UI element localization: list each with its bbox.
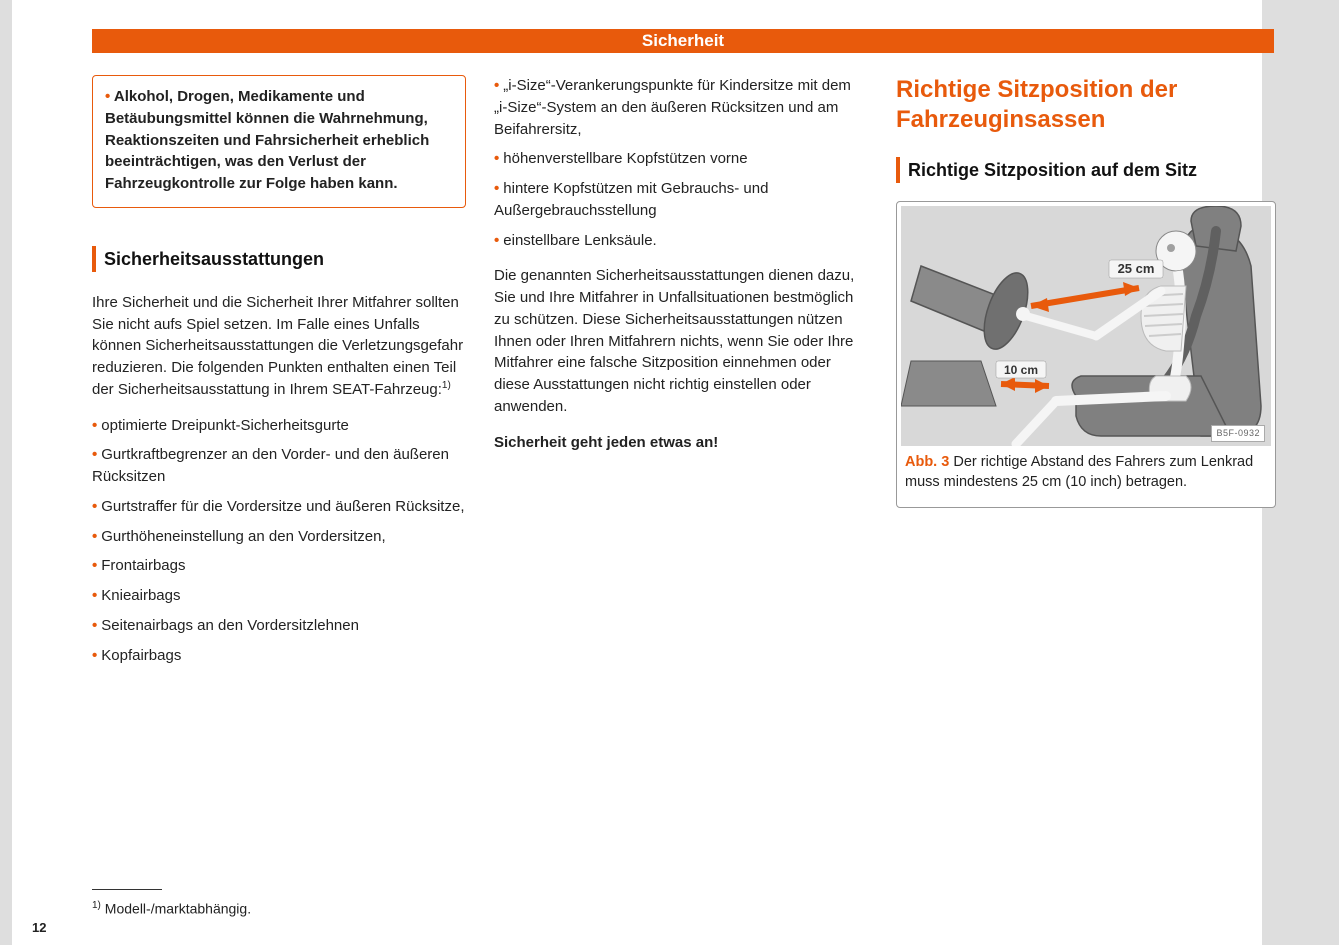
list-item: •höhenverstellbare Kopfstützen vorne	[494, 148, 868, 170]
figure-caption: Abb. 3 Der richtige Abstand des Fahrers …	[901, 446, 1271, 503]
bullet-icon: •	[92, 528, 97, 545]
column-1: • Alkohol, Drogen, Medikamente und Betäu…	[92, 75, 466, 680]
content-columns: • Alkohol, Drogen, Medikamente und Betäu…	[92, 75, 1276, 680]
list-item: •optimierte Dreipunkt-Sicherheitsgurte	[92, 415, 466, 437]
page-number: 12	[32, 920, 46, 935]
figure-image: 25 cm 10 cm B5F-0932	[901, 206, 1271, 446]
list-item: •Gurtkraftbegrenzer an den Vorder- und d…	[92, 444, 466, 488]
bullet-icon: •	[92, 587, 97, 604]
warning-box: • Alkohol, Drogen, Medikamente und Betäu…	[92, 75, 466, 208]
list-item: •einstellbare Lenksäule.	[494, 230, 868, 252]
footnote-text: Modell-/marktabhängig.	[101, 901, 251, 917]
list-text: „i-Size“-Verankerungspunkte für Kindersi…	[494, 77, 851, 138]
list-text: Knieairbags	[101, 587, 180, 604]
list-item: •Frontairbags	[92, 555, 466, 577]
list-item: •Kopfairbags	[92, 645, 466, 667]
list-item: •„i-Size“-Verankerungspunkte für Kinders…	[494, 75, 868, 140]
list-text: Frontairbags	[101, 557, 185, 574]
figure-number: Abb. 3	[905, 454, 949, 470]
list-text: Seitenairbags an den Vordersitzlehnen	[101, 617, 359, 634]
footnote-marker: 1)	[92, 900, 101, 911]
list-item: •Gurthöheneinstellung an den Vordersitze…	[92, 526, 466, 548]
column-3: Richtige Sitzposition der Fahrzeuginsass…	[896, 75, 1276, 680]
bullet-icon: •	[92, 498, 97, 515]
safety-list-1: •optimierte Dreipunkt-Sicherheitsgurte •…	[92, 415, 466, 667]
list-item: •Gurtstraffer für die Vordersitze und äu…	[92, 496, 466, 518]
intro-text: Ihre Sicherheit und die Sicherheit Ihrer…	[92, 294, 463, 398]
bullet-icon: •	[105, 88, 110, 105]
page-header: Sicherheit	[92, 29, 1274, 53]
list-text: höhenverstellbare Kopfstützen vorne	[503, 150, 747, 167]
safety-list-2: •„i-Size“-Verankerungspunkte für Kinders…	[494, 75, 868, 251]
footnote-ref: 1)	[442, 380, 451, 391]
section-title-safety-equipment: Sicherheitsausstattungen	[92, 246, 466, 272]
list-text: hintere Kopfstützen mit Gebrauchs- und A…	[494, 180, 768, 219]
list-text: optimierte Dreipunkt-Sicherheitsgurte	[101, 417, 349, 434]
figure-box: 25 cm 10 cm B5F-0932 Abb. 3 Der ric	[896, 201, 1276, 508]
bullet-icon: •	[92, 647, 97, 664]
list-text: Gurthöheneinstellung an den Vordersitzen…	[101, 528, 385, 545]
bullet-icon: •	[92, 617, 97, 634]
bold-statement: Sicherheit geht jeden etwas an!	[494, 432, 868, 454]
list-text: Gurtkraftbegrenzer an den Vorder- und de…	[92, 446, 449, 485]
list-text: Kopfairbags	[101, 647, 181, 664]
svg-text:10 cm: 10 cm	[1004, 363, 1038, 377]
bullet-icon: •	[92, 446, 97, 463]
list-item: •Seitenairbags an den Vordersitzlehnen	[92, 615, 466, 637]
footnote-rule	[92, 889, 162, 890]
list-item: •Knieairbags	[92, 585, 466, 607]
sub-heading: Richtige Sitzposition auf dem Sitz	[896, 157, 1276, 183]
list-item: •hintere Kopfstützen mit Gebrauchs- und …	[494, 178, 868, 222]
bullet-icon: •	[92, 417, 97, 434]
bullet-icon: •	[494, 77, 499, 94]
svg-text:25 cm: 25 cm	[1118, 261, 1155, 276]
seat-position-diagram: 25 cm 10 cm	[901, 206, 1271, 446]
list-text: einstellbare Lenksäule.	[503, 232, 656, 249]
bullet-icon: •	[494, 180, 499, 197]
bullet-icon: •	[92, 557, 97, 574]
figure-caption-text: Der richtige Abstand des Fahrers zum Len…	[905, 454, 1253, 490]
list-text: Gurtstraffer für die Vordersitze und äuß…	[101, 498, 464, 515]
image-code-label: B5F-0932	[1211, 425, 1265, 442]
warning-text: Alkohol, Drogen, Medikamente und Betäubu…	[105, 88, 429, 192]
bullet-icon: •	[494, 150, 499, 167]
footnote: 1) Modell-/marktabhängig.	[92, 900, 251, 917]
explanation-paragraph: Die genannten Sicherheitsausstattungen d…	[494, 265, 868, 417]
main-heading: Richtige Sitzposition der Fahrzeuginsass…	[896, 75, 1276, 135]
column-2: •„i-Size“-Verankerungspunkte für Kinders…	[494, 75, 868, 680]
intro-paragraph: Ihre Sicherheit und die Sicherheit Ihrer…	[92, 292, 466, 401]
bullet-icon: •	[494, 232, 499, 249]
